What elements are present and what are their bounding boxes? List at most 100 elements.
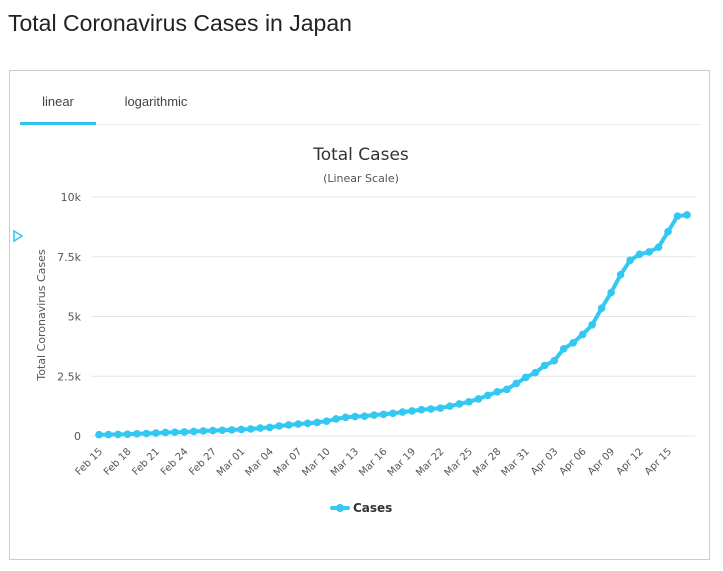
x-tick-label: Mar 01 (215, 446, 247, 478)
data-point[interactable] (237, 425, 246, 434)
data-point[interactable] (597, 304, 606, 312)
legend-label-cases: Cases (353, 501, 392, 515)
data-point[interactable] (284, 421, 293, 429)
x-tick-label: Apr 06 (558, 446, 589, 477)
data-point[interactable] (190, 427, 198, 436)
data-point[interactable] (275, 422, 283, 430)
data-point[interactable] (104, 430, 113, 439)
data-point[interactable] (654, 243, 663, 251)
data-point[interactable] (265, 423, 274, 432)
legend-dot-marker (336, 504, 344, 512)
data-point[interactable] (436, 404, 445, 412)
data-point[interactable] (683, 211, 691, 219)
data-point[interactable] (635, 250, 644, 259)
data-point[interactable] (332, 415, 340, 423)
data-point[interactable] (465, 398, 473, 406)
x-tick-label: Mar 19 (386, 446, 418, 478)
data-point[interactable] (664, 227, 672, 236)
data-point[interactable] (322, 417, 331, 425)
data-point[interactable] (446, 402, 454, 410)
x-tick-label: Mar 25 (443, 446, 475, 478)
x-tick-label: Mar 10 (300, 446, 332, 478)
y-axis-label: Total Coronavirus Cases (35, 249, 48, 382)
data-point[interactable] (114, 430, 122, 439)
data-point[interactable] (493, 387, 502, 396)
data-point[interactable] (227, 426, 236, 434)
x-tick-label: Feb 27 (187, 446, 219, 478)
data-point[interactable] (455, 400, 464, 408)
x-tick-label: Mar 16 (357, 446, 389, 478)
x-tick-label: Feb 18 (102, 446, 134, 478)
data-point[interactable] (645, 248, 653, 256)
data-point[interactable] (531, 368, 540, 377)
data-point[interactable] (521, 373, 530, 382)
data-point[interactable] (474, 395, 483, 403)
data-point[interactable] (199, 427, 208, 435)
data-point[interactable] (550, 356, 559, 365)
data-point[interactable] (133, 429, 141, 438)
data-point[interactable] (417, 405, 426, 414)
data-point[interactable] (616, 270, 625, 279)
line-chart: Total Cases (Linear Scale) Total Coronav… (35, 145, 695, 515)
data-point[interactable] (95, 430, 103, 439)
x-tick-label: Mar 28 (471, 446, 503, 478)
data-point[interactable] (209, 426, 217, 435)
data-point[interactable] (484, 391, 492, 400)
chart-subtitle: (Linear Scale) (323, 172, 399, 185)
data-point[interactable] (123, 430, 132, 439)
y-tick-label: 2.5k (57, 370, 81, 383)
x-tick-label: Feb 24 (159, 446, 191, 478)
data-point[interactable] (351, 412, 359, 421)
y-tick-label: 7.5k (57, 251, 81, 264)
tab-logarithmic[interactable]: logarithmic (124, 94, 188, 109)
x-tick-label: Mar 04 (243, 446, 275, 478)
data-point[interactable] (152, 429, 160, 437)
data-point[interactable] (673, 212, 682, 220)
data-point[interactable] (180, 428, 189, 436)
data-point[interactable] (218, 426, 227, 435)
data-point[interactable] (294, 420, 302, 428)
x-tick-label: Mar 31 (500, 446, 532, 478)
data-point[interactable] (578, 330, 587, 339)
data-point[interactable] (398, 408, 407, 416)
data-point[interactable] (588, 321, 596, 329)
y-tick-label: 0 (74, 430, 81, 443)
y-axis-ticks: 0 2.5k 5k 7.5k 10k (57, 191, 81, 443)
data-point[interactable] (161, 428, 170, 437)
data-point[interactable] (408, 407, 416, 415)
data-point[interactable] (626, 256, 634, 265)
grid-lines (91, 196, 695, 437)
data-point[interactable] (360, 412, 369, 420)
data-point[interactable] (313, 418, 321, 427)
data-point[interactable] (379, 410, 388, 419)
legend[interactable]: Cases (330, 501, 392, 515)
data-point[interactable] (427, 405, 435, 413)
data-point[interactable] (540, 361, 549, 370)
tab-linear[interactable]: linear (20, 92, 96, 125)
data-point[interactable] (559, 344, 568, 353)
data-point[interactable] (256, 424, 265, 432)
data-point[interactable] (303, 419, 312, 428)
x-tick-label: Apr 15 (643, 446, 674, 477)
x-tick-label: Apr 09 (586, 446, 617, 477)
play-triangle-icon[interactable] (12, 229, 24, 243)
data-point[interactable] (341, 413, 350, 422)
data-point[interactable] (246, 425, 255, 433)
data-point[interactable] (142, 429, 151, 438)
data-point[interactable] (389, 409, 397, 418)
y-tick-label: 5k (68, 311, 82, 324)
data-point[interactable] (370, 411, 378, 419)
x-tick-label: Feb 15 (74, 446, 106, 478)
data-point[interactable] (512, 379, 521, 388)
x-tick-label: Apr 12 (614, 446, 645, 477)
data-point[interactable] (503, 385, 511, 394)
data-point[interactable] (171, 428, 179, 436)
y-tick-label: 10k (61, 191, 82, 204)
x-tick-label: Feb 21 (130, 446, 162, 478)
series-cases (95, 211, 691, 439)
page-title: Total Coronavirus Cases in Japan (8, 10, 352, 36)
scale-tabs: linear logarithmic (20, 92, 701, 125)
data-point[interactable] (569, 338, 577, 347)
data-point[interactable] (607, 288, 615, 297)
